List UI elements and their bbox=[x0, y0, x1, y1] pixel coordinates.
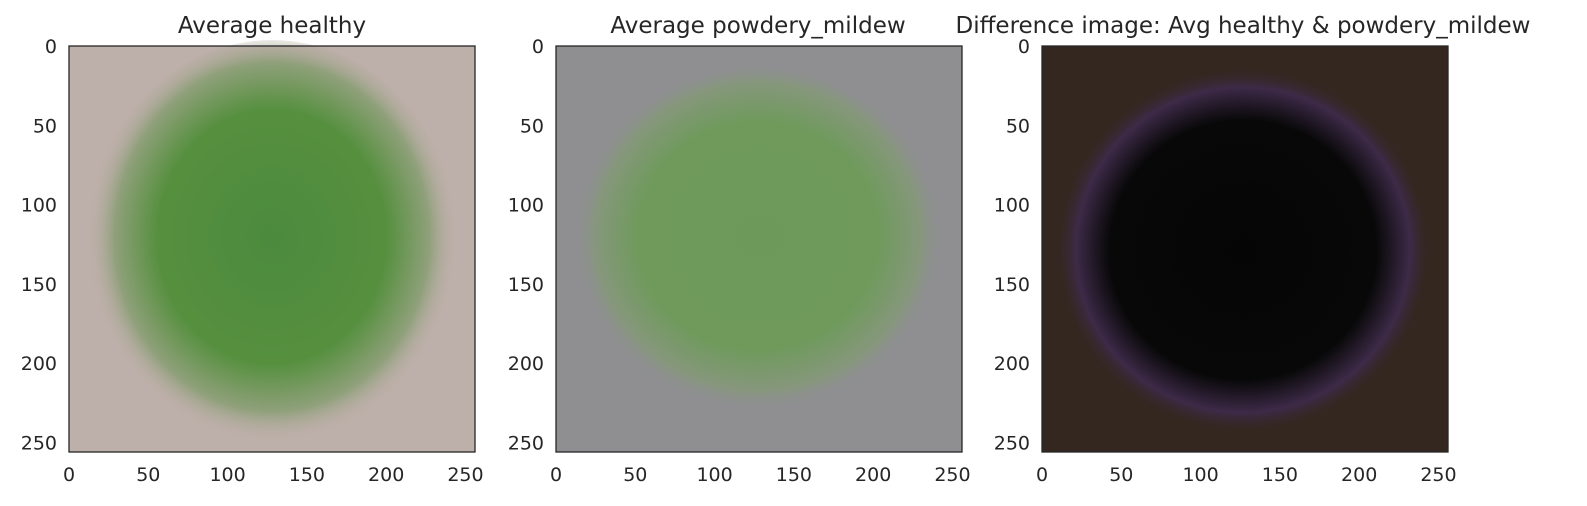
y-tick-label: 100 bbox=[994, 195, 1030, 217]
panel-title: Difference image: Avg healthy & powdery_… bbox=[955, 13, 1530, 39]
axes-frame bbox=[68, 45, 476, 453]
x-tick-label: 0 bbox=[63, 464, 75, 486]
x-ticks: 0 50 100 150 200 250 bbox=[1036, 464, 1457, 486]
y-tick-label: 250 bbox=[21, 432, 57, 454]
x-tick-label: 50 bbox=[623, 464, 647, 486]
y-tick-label: 0 bbox=[45, 36, 57, 58]
panel-title: Average powdery_mildew bbox=[610, 13, 905, 39]
x-tick-label: 0 bbox=[1036, 464, 1048, 486]
y-tick-label: 250 bbox=[508, 432, 544, 454]
x-tick-label: 100 bbox=[696, 464, 732, 486]
y-tick-label: 0 bbox=[1018, 36, 1030, 58]
x-tick-label: 50 bbox=[136, 464, 160, 486]
x-tick-label: 150 bbox=[289, 464, 325, 486]
panel-average-healthy: Average healthy 0 50 100 150 200 250 0 50 100 15… bbox=[21, 13, 484, 486]
axes-frame bbox=[555, 45, 963, 453]
y-tick-label: 0 bbox=[532, 36, 544, 58]
panel-average-powdery-mildew: Average powdery_mildew 0 50 100 150 200 250 0… bbox=[508, 13, 971, 486]
y-tick-label: 50 bbox=[520, 115, 544, 137]
y-tick-label: 50 bbox=[33, 115, 57, 137]
y-tick-label: 150 bbox=[994, 274, 1030, 296]
panel-title: Average healthy bbox=[178, 13, 366, 39]
x-tick-label: 250 bbox=[934, 464, 970, 486]
y-tick-label: 150 bbox=[508, 274, 544, 296]
panel-difference-image: Difference image: Avg healthy & powdery_… bbox=[955, 13, 1530, 486]
axes-frame bbox=[1041, 45, 1449, 453]
y-ticks: 0 50 100 150 200 250 bbox=[508, 36, 544, 454]
x-tick-label: 200 bbox=[368, 464, 404, 486]
y-ticks: 0 50 100 150 200 250 bbox=[994, 36, 1030, 454]
leaf-blob bbox=[87, 40, 457, 450]
y-tick-label: 200 bbox=[994, 353, 1030, 375]
x-tick-label: 0 bbox=[550, 464, 562, 486]
x-tick-label: 150 bbox=[776, 464, 812, 486]
leaf-blob bbox=[1053, 65, 1433, 435]
x-ticks: 0 50 100 150 200 250 bbox=[550, 464, 971, 486]
y-tick-label: 200 bbox=[21, 353, 57, 375]
x-tick-label: 200 bbox=[855, 464, 891, 486]
x-tick-label: 250 bbox=[1420, 464, 1456, 486]
y-tick-label: 150 bbox=[21, 274, 57, 296]
y-tick-label: 100 bbox=[21, 195, 57, 217]
x-tick-label: 250 bbox=[447, 464, 483, 486]
y-tick-label: 200 bbox=[508, 353, 544, 375]
x-tick-label: 50 bbox=[1109, 464, 1133, 486]
x-tick-label: 100 bbox=[1182, 464, 1218, 486]
x-tick-label: 200 bbox=[1341, 464, 1377, 486]
y-tick-label: 250 bbox=[994, 432, 1030, 454]
leaf-blob bbox=[573, 68, 943, 418]
y-tick-label: 50 bbox=[1006, 115, 1030, 137]
y-tick-label: 100 bbox=[508, 195, 544, 217]
x-tick-label: 150 bbox=[1262, 464, 1298, 486]
y-ticks: 0 50 100 150 200 250 bbox=[21, 36, 57, 454]
x-tick-label: 100 bbox=[209, 464, 245, 486]
x-ticks: 0 50 100 150 200 250 bbox=[63, 464, 484, 486]
